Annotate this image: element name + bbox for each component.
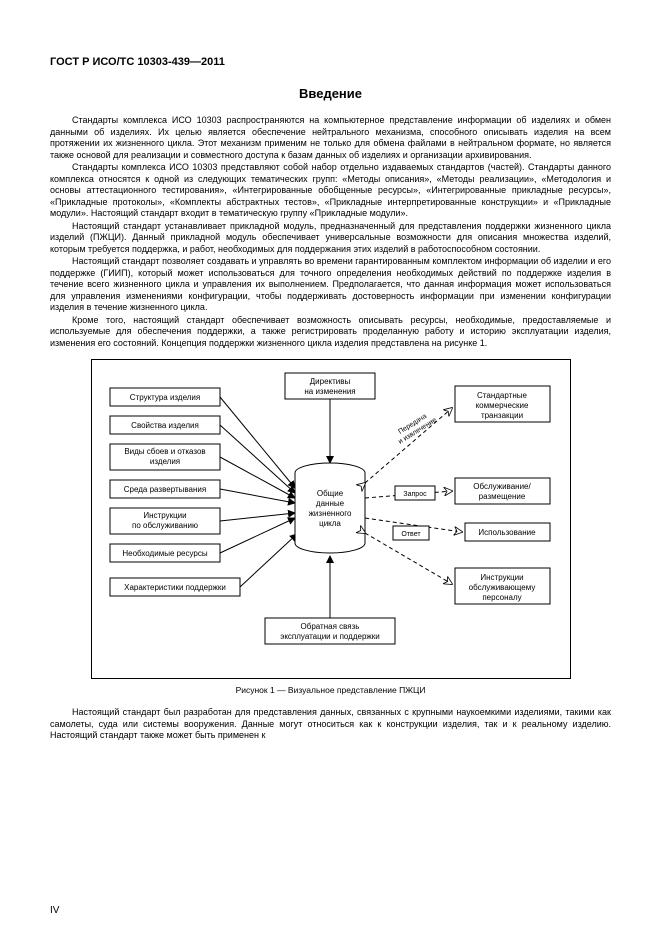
svg-text:жизненного: жизненного <box>308 509 351 518</box>
paragraph: Настоящий стандарт позволяет создавать и… <box>50 256 611 314</box>
svg-text:коммерческие: коммерческие <box>475 401 528 410</box>
svg-text:обслуживающему: обслуживающему <box>468 583 535 592</box>
paragraph: Стандарты комплекса ИСО 10303 распростра… <box>50 115 611 161</box>
paragraph: Кроме того, настоящий стандарт обеспечив… <box>50 315 611 350</box>
svg-text:Инструкции: Инструкции <box>143 511 186 520</box>
svg-text:Свойства изделия: Свойства изделия <box>131 421 199 430</box>
svg-text:Использование: Использование <box>478 528 536 537</box>
svg-text:персоналу: персоналу <box>482 593 521 602</box>
svg-text:на изменения: на изменения <box>304 387 355 396</box>
svg-text:Ответ: Ответ <box>401 531 421 538</box>
document-code: ГОСТ Р ИСО/ТС 10303-439—2011 <box>50 56 611 68</box>
svg-text:Общие: Общие <box>316 489 343 498</box>
svg-text:Обратная связь: Обратная связь <box>300 622 359 631</box>
paragraph: Стандарты комплекса ИСО 10303 представля… <box>50 162 611 220</box>
paragraph: Настоящий стандарт устанавливает приклад… <box>50 221 611 256</box>
svg-text:Запрос: Запрос <box>403 491 427 498</box>
svg-text:Директивы: Директивы <box>309 377 350 386</box>
svg-text:транзакции: транзакции <box>480 411 522 420</box>
svg-text:Стандартные: Стандартные <box>477 391 527 400</box>
left-box-group: Структура изделия Свойства изделия Виды … <box>110 388 240 596</box>
svg-text:Необходимые ресурсы: Необходимые ресурсы <box>122 549 207 558</box>
paragraph: Настоящий стандарт был разработан для пр… <box>50 707 611 742</box>
page-number: IV <box>50 905 59 916</box>
figure-caption: Рисунок 1 — Визуальное представление ПЖЦ… <box>50 685 611 695</box>
svg-text:Инструкции: Инструкции <box>480 573 523 582</box>
svg-text:данные: данные <box>315 499 344 508</box>
cylinder <box>295 463 365 553</box>
svg-text:Среда развертывания: Среда развертывания <box>123 485 205 494</box>
svg-text:Характеристики поддержки: Характеристики поддержки <box>124 583 226 592</box>
figure-frame: Структура изделия Свойства изделия Виды … <box>91 359 571 679</box>
svg-text:изделия: изделия <box>149 457 179 466</box>
svg-text:эксплуатации и поддержки: эксплуатации и поддержки <box>280 632 379 641</box>
svg-text:Виды сбоев и отказов: Виды сбоев и отказов <box>124 447 205 456</box>
flowchart-diagram: Структура изделия Свойства изделия Виды … <box>100 368 562 668</box>
svg-text:Структура изделия: Структура изделия <box>129 393 199 402</box>
svg-text:цикла: цикла <box>319 519 341 528</box>
document-page: ГОСТ Р ИСО/ТС 10303-439—2011 Введение Ст… <box>0 0 661 936</box>
svg-text:по обслуживанию: по обслуживанию <box>131 521 197 530</box>
svg-text:Обслуживание/: Обслуживание/ <box>473 482 531 491</box>
section-title: Введение <box>50 86 611 101</box>
svg-text:размещение: размещение <box>478 492 525 501</box>
